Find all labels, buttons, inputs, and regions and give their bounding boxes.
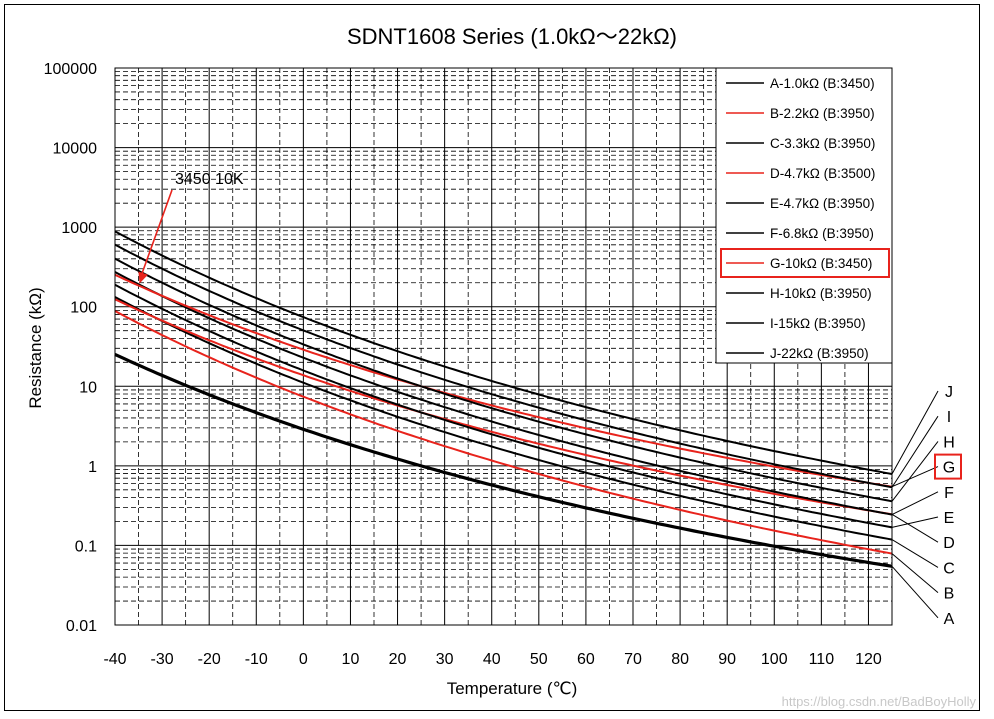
end-label-i: I xyxy=(947,409,951,426)
end-leader-f xyxy=(891,491,939,516)
x-tick-label: 90 xyxy=(718,651,736,668)
curves xyxy=(114,230,893,568)
legend-box xyxy=(715,67,893,364)
legend-label-i: I-15kΩ (B:3950) xyxy=(770,316,866,331)
end-label-b: B xyxy=(944,586,955,603)
legend-label-d: D-4.7kΩ (B:3500) xyxy=(770,166,875,181)
legend-label-e: E-4.7kΩ (B:3950) xyxy=(770,196,875,211)
legend-highlight-box xyxy=(720,248,890,278)
curve-c xyxy=(114,296,893,541)
end-leader-b xyxy=(891,553,939,593)
x-tick-label: 80 xyxy=(671,651,689,668)
x-tick-label: 100 xyxy=(761,651,788,668)
y-tick-label: 10000 xyxy=(53,141,98,158)
y-tick-labels: 100000 10000 1000 100 10 1 0.1 0.01 xyxy=(44,61,97,635)
x-tick-labels: -40 -30 -20 -10 0 10 20 30 40 50 60 70 80 90 100 110 120 xyxy=(103,651,881,668)
end-label-h: H xyxy=(943,434,955,451)
curve-d xyxy=(114,298,893,516)
legend-label-b: B-2.2kΩ (B:3950) xyxy=(770,106,875,121)
curve-e xyxy=(114,283,893,529)
end-leader-h xyxy=(891,441,939,502)
curve-b xyxy=(114,310,893,555)
end-label-d: D xyxy=(943,535,955,552)
end-label-highlight-box xyxy=(934,453,962,480)
x-tick-label: 20 xyxy=(389,651,407,668)
x-tick-label: 110 xyxy=(809,651,835,668)
x-tick-label: 40 xyxy=(483,651,501,668)
end-label-g: G xyxy=(943,460,955,477)
y-axis-label: Resistance (kΩ) xyxy=(26,287,45,408)
legend-label-c: C-3.3kΩ (B:3950) xyxy=(770,136,875,151)
legend-label-j: J-22kΩ (B:3950) xyxy=(770,346,869,361)
legend-label-h: H-10kΩ (B:3950) xyxy=(770,286,872,301)
x-tick-label: 120 xyxy=(855,651,882,668)
x-tick-label: -10 xyxy=(245,651,268,668)
end-leader-c xyxy=(891,539,939,568)
end-label-e: E xyxy=(944,510,955,527)
curve-i xyxy=(114,243,893,489)
curve-f xyxy=(114,271,893,516)
x-tick-label: -40 xyxy=(103,651,126,668)
y-tick-label: 100 xyxy=(70,300,97,317)
x-axis-label: Temperature (℃) xyxy=(447,679,578,698)
legend: A-1.0kΩ (B:3450) B-2.2kΩ (B:3950) C-3.3kΩ … xyxy=(715,67,893,364)
annotation-arrow-head xyxy=(138,271,148,284)
end-leader-a xyxy=(891,565,939,619)
end-label-j: J xyxy=(945,384,953,401)
end-leader-g xyxy=(891,466,939,488)
curve-a xyxy=(114,352,893,568)
annotation-arrow-line xyxy=(139,189,173,278)
y-tick-label: 1 xyxy=(88,459,97,476)
x-tick-label: 0 xyxy=(299,651,308,668)
end-leader-j xyxy=(891,390,939,475)
y-tick-label: 1000 xyxy=(61,220,97,237)
end-leader-i xyxy=(891,415,939,488)
legend-label-f: F-6.8kΩ (B:3950) xyxy=(770,226,874,241)
x-tick-label: 50 xyxy=(530,651,548,668)
chart-frame xyxy=(4,4,980,711)
watermark: https://blog.csdn.net/BadBoyHolly xyxy=(782,694,977,709)
annotation: 3450 10K xyxy=(138,171,244,284)
legend-label-a: A-1.0kΩ (B:3450) xyxy=(770,76,875,91)
y-tick-label: 0.1 xyxy=(75,538,97,555)
legend-label-g: G-10kΩ (B:3450) xyxy=(770,256,872,271)
x-tick-label: 30 xyxy=(436,651,454,668)
curve-g xyxy=(114,273,893,488)
end-label-c: C xyxy=(943,560,955,577)
x-tick-label: 70 xyxy=(624,651,642,668)
x-tick-label: -30 xyxy=(151,651,174,668)
y-tick-label: 0.01 xyxy=(66,618,97,635)
curve-j xyxy=(114,230,893,475)
x-tick-label: 60 xyxy=(577,651,595,668)
end-label-a: A xyxy=(944,611,955,628)
x-tick-label: -20 xyxy=(198,651,221,668)
chart-title: SDNT1608 Series (1.0kΩ～22kΩ) xyxy=(347,24,677,49)
curve-h xyxy=(114,257,893,503)
end-label-f: F xyxy=(944,485,954,502)
y-tick-label: 10 xyxy=(79,379,97,396)
end-leader-d xyxy=(891,513,939,543)
y-tick-label: 100000 xyxy=(44,61,97,78)
x-tick-label: 10 xyxy=(342,651,360,668)
annotation-text: 3450 10K xyxy=(175,171,244,188)
end-leader-e xyxy=(891,516,939,528)
grid-minor xyxy=(115,68,892,625)
